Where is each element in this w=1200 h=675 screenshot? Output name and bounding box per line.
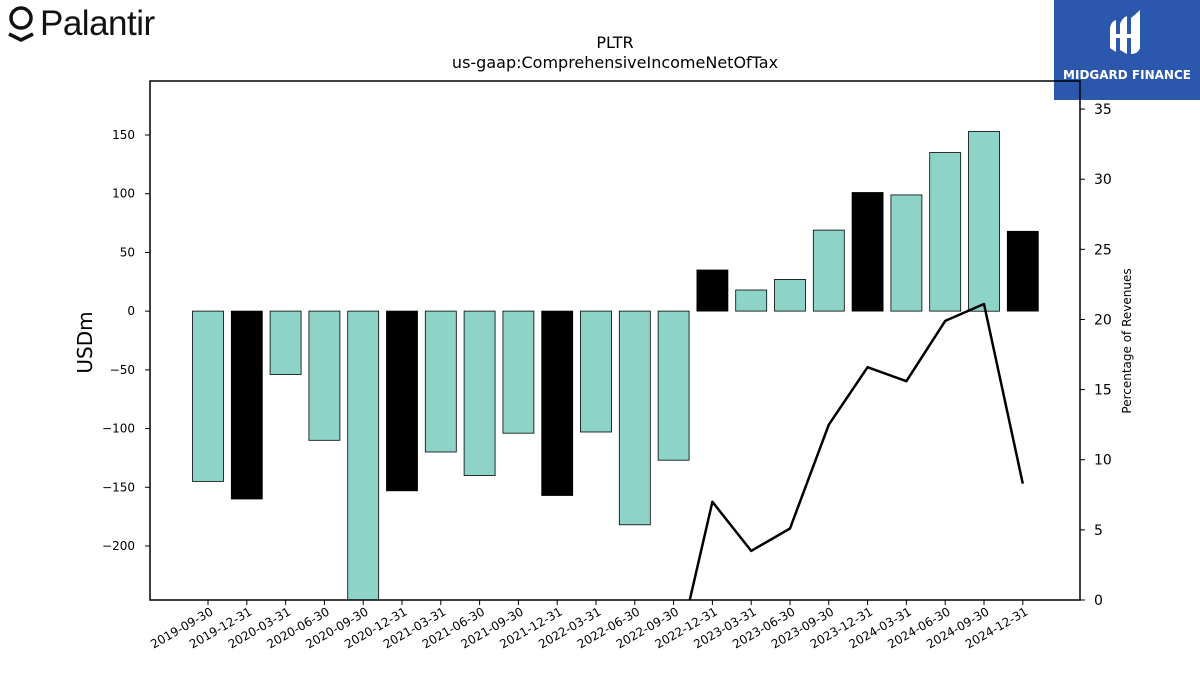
y-tick-label: −100 xyxy=(102,422,135,436)
plot-layer xyxy=(192,131,1039,600)
y2-tick-label: 5 xyxy=(1094,523,1103,539)
bar-2020-09-30 xyxy=(347,310,380,600)
y2-tick-label: 20 xyxy=(1094,312,1112,328)
bar-2020-03-31 xyxy=(269,310,302,375)
percentage-line xyxy=(688,302,1025,600)
midgard-finance-logo-text: MIDGARD FINANCE xyxy=(1063,68,1191,82)
bar-2024-12-31 xyxy=(1006,230,1039,312)
y-tick-label: 100 xyxy=(112,187,135,201)
palantir-logo: Palantir xyxy=(6,4,155,44)
bar-2019-12-31 xyxy=(230,310,263,500)
chart-title: PLTR xyxy=(596,33,634,52)
bar-2022-09-30 xyxy=(657,310,690,461)
y2-tick-label: 10 xyxy=(1094,453,1112,469)
bar-2021-06-30 xyxy=(463,310,496,476)
bar-2019-09-30 xyxy=(192,310,224,482)
palantir-logo-icon xyxy=(8,6,34,42)
midgard-finance-logo-icon xyxy=(1110,10,1140,54)
y2-tick-label: 25 xyxy=(1094,242,1112,258)
bar-2022-06-30 xyxy=(618,310,651,526)
bar-2023-03-31 xyxy=(735,289,768,312)
y-axis-label: USDm xyxy=(73,311,97,373)
y2-tick-label: 15 xyxy=(1094,383,1112,399)
bar-2024-09-30 xyxy=(968,131,1000,312)
bar-2021-03-31 xyxy=(424,310,457,453)
y2-tick-label: 35 xyxy=(1094,102,1112,118)
bar-2021-12-31 xyxy=(541,310,574,496)
plot-frame xyxy=(149,80,1081,601)
bar-2020-06-30 xyxy=(308,310,341,441)
y-tick-label: −50 xyxy=(110,363,135,377)
y-tick-label: −200 xyxy=(102,539,135,553)
y-tick-label: 50 xyxy=(120,245,135,259)
bar-2022-03-31 xyxy=(580,310,612,433)
y2-tick-label: 0 xyxy=(1094,593,1103,609)
chart-subtitle: us-gaap:ComprehensiveIncomeNetOfTax xyxy=(451,53,779,72)
bar-2020-12-31 xyxy=(386,310,418,492)
bar-2024-06-30 xyxy=(929,152,962,312)
y2-tick-label: 30 xyxy=(1094,172,1112,188)
bar-2023-12-31 xyxy=(851,192,884,312)
bar-2023-09-30 xyxy=(812,229,845,312)
bar-2022-12-31 xyxy=(696,269,729,312)
y-tick-label: 0 xyxy=(127,304,135,318)
y2-axis-label: Percentage of Revenues xyxy=(1120,268,1134,413)
bar-2023-06-30 xyxy=(774,278,806,312)
y-tick-label: 150 xyxy=(112,128,135,142)
bar-2021-09-30 xyxy=(502,310,535,434)
palantir-logo-text: Palantir xyxy=(40,4,155,43)
y-tick-label: −150 xyxy=(102,480,135,494)
midgard-finance-logo: MIDGARD FINANCE xyxy=(1054,0,1200,100)
bar-2024-03-31 xyxy=(890,194,923,312)
